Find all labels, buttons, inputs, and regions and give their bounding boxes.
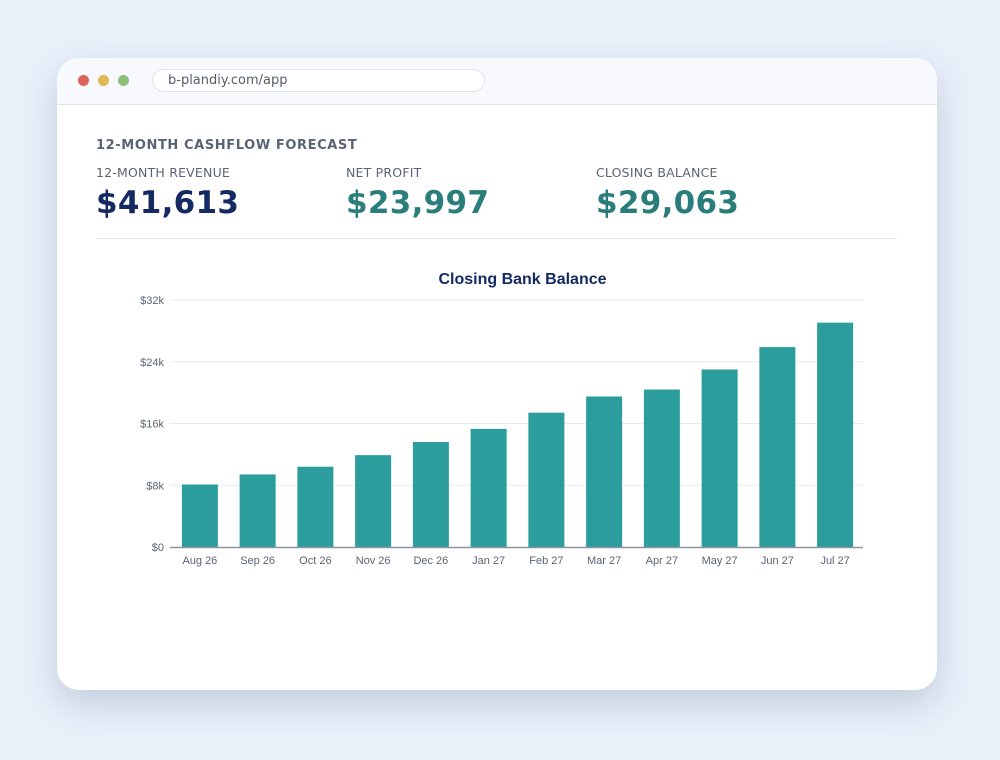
bar <box>817 322 854 547</box>
kpi-revenue-value: $41,613 <box>96 185 240 221</box>
bar <box>181 484 218 547</box>
kpi-net-profit: NET PROFIT $23,997 <box>346 165 489 221</box>
y-tick-label: $8k <box>146 480 164 492</box>
page-title: 12-MONTH CASHFLOW FORECAST <box>96 138 358 153</box>
x-tick-label: May 27 <box>702 555 738 567</box>
bar <box>528 412 565 547</box>
y-tick-label: $16k <box>140 419 164 431</box>
bar <box>412 442 449 547</box>
bar <box>355 455 392 547</box>
y-tick-label: $32k <box>140 295 164 307</box>
browser-titlebar: b-plandiy.com/app <box>57 58 937 105</box>
bar <box>239 474 276 547</box>
x-tick-label: Apr 27 <box>646 555 678 567</box>
x-tick-label: Feb 27 <box>529 555 563 567</box>
x-tick-label: Mar 27 <box>587 555 621 567</box>
kpi-revenue: 12-MONTH REVENUE $41,613 <box>96 165 239 221</box>
chart-title: Closing Bank Balance <box>438 271 606 288</box>
bar <box>297 466 334 547</box>
bar <box>470 428 507 547</box>
browser-window: b-plandiy.com/app 12-MONTH CASHFLOW FORE… <box>57 58 937 690</box>
minimize-window-button[interactable] <box>98 75 109 86</box>
x-tick-label: Oct 26 <box>299 555 331 567</box>
page-content: 12-MONTH CASHFLOW FORECAST 12-MONTH REVE… <box>57 105 937 690</box>
close-window-button[interactable] <box>78 75 89 86</box>
closing-balance-chart: Closing Bank Balance $0 $8k $16k $24k $32k Aug… <box>140 271 863 567</box>
x-tick-label: Aug 26 <box>182 555 217 567</box>
kpi-revenue-label: 12-MONTH REVENUE <box>96 165 231 180</box>
divider <box>96 238 897 239</box>
x-tick-label: Sep 26 <box>240 555 275 567</box>
kpi-closing-balance-label: CLOSING BALANCE <box>596 165 718 180</box>
kpi-closing-balance: CLOSING BALANCE $29,063 <box>596 165 739 221</box>
kpi-net-profit-label: NET PROFIT <box>346 165 422 180</box>
address-bar[interactable]: b-plandiy.com/app <box>152 69 485 92</box>
kpi-net-profit-value: $23,997 <box>346 185 490 221</box>
bar <box>586 396 623 547</box>
bar <box>701 369 738 547</box>
x-tick-label: Jun 27 <box>761 555 794 567</box>
x-tick-label: Jul 27 <box>820 555 849 567</box>
kpi-closing-balance-value: $29,063 <box>596 185 740 221</box>
x-tick-label: Nov 26 <box>356 555 391 567</box>
y-tick-label: $24k <box>140 357 164 369</box>
y-tick-label: $0 <box>152 542 164 554</box>
maximize-window-button[interactable] <box>118 75 129 86</box>
x-tick-label: Jan 27 <box>472 555 505 567</box>
bar <box>643 389 680 547</box>
bar <box>759 347 796 547</box>
x-tick-label: Dec 26 <box>413 555 448 567</box>
